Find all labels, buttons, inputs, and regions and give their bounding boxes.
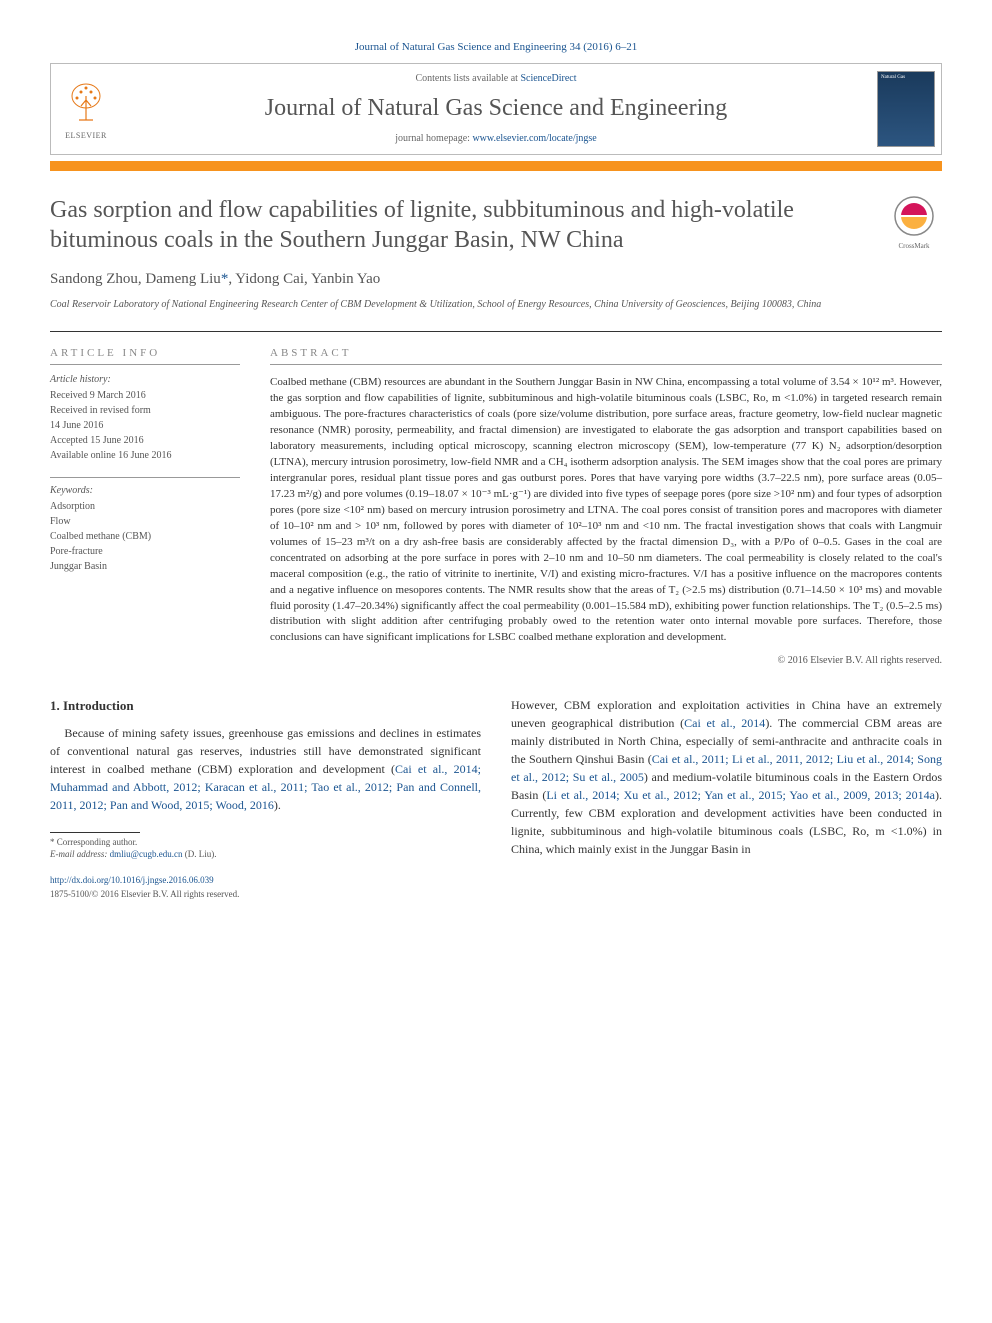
keywords-label: Keywords:: [50, 477, 240, 498]
body-left-column: 1. Introduction Because of mining safety…: [50, 696, 481, 901]
journal-cover-thumbnail[interactable]: Natural Gas: [871, 64, 941, 154]
contents-available: Contents lists available at ScienceDirec…: [131, 72, 861, 86]
copyright: © 2016 Elsevier B.V. All rights reserved…: [270, 654, 942, 668]
history-received: Received 9 March 2016: [50, 389, 240, 403]
abstract-block: ABSTRACT Coalbed methane (CBM) resources…: [270, 346, 942, 668]
corresponding-footnote: * Corresponding author.: [50, 837, 481, 849]
article-info-heading: ARTICLE INFO: [50, 346, 240, 365]
top-citation: Journal of Natural Gas Science and Engin…: [50, 40, 942, 55]
keyword: Coalbed methane (CBM): [50, 530, 240, 544]
crossmark-label: CrossMark: [886, 242, 942, 252]
footnote-separator: [50, 832, 140, 833]
keyword: Adsorption: [50, 500, 240, 514]
keyword: Junggar Basin: [50, 560, 240, 574]
journal-name: Journal of Natural Gas Science and Engin…: [131, 92, 861, 126]
elsevier-logo[interactable]: ELSEVIER: [51, 64, 121, 154]
history-accepted: Accepted 15 June 2016: [50, 434, 240, 448]
article-title: Gas sorption and flow capabilities of li…: [50, 195, 874, 255]
history-label: Article history:: [50, 373, 240, 387]
homepage-link[interactable]: www.elsevier.com/locate/jngse: [472, 133, 596, 144]
keyword: Pore-fracture: [50, 545, 240, 559]
affiliation: Coal Reservoir Laboratory of National En…: [50, 298, 942, 311]
keyword: Flow: [50, 515, 240, 529]
issn-copyright: 1875-5100/© 2016 Elsevier B.V. All right…: [50, 888, 481, 902]
history-revised-line1: Received in revised form: [50, 404, 240, 418]
journal-homepage: journal homepage: www.elsevier.com/locat…: [131, 132, 861, 146]
abstract-text: Coalbed methane (CBM) resources are abun…: [270, 375, 942, 646]
elsevier-tree-icon: [61, 78, 111, 128]
crossmark-icon: [893, 195, 935, 237]
intro-paragraph-left: Because of mining safety issues, greenho…: [50, 724, 481, 814]
body-right-column: However, CBM exploration and exploitatio…: [511, 696, 942, 901]
email-footnote: E-mail address: dmliu@cugb.edu.cn (D. Li…: [50, 849, 481, 861]
crossmark-badge[interactable]: CrossMark: [886, 195, 942, 252]
citation-link[interactable]: Li et al., 2014; Xu et al., 2012; Yan et…: [546, 788, 935, 802]
doi-link[interactable]: http://dx.doi.org/10.1016/j.jngse.2016.0…: [50, 875, 214, 885]
intro-paragraph-right: However, CBM exploration and exploitatio…: [511, 696, 942, 858]
history-revised-line2: 14 June 2016: [50, 419, 240, 433]
article-info-block: ARTICLE INFO Article history: Received 9…: [50, 346, 240, 668]
abstract-heading: ABSTRACT: [270, 346, 942, 365]
sciencedirect-link[interactable]: ScienceDirect: [520, 73, 576, 84]
section-heading: 1. Introduction: [50, 696, 481, 716]
authors: Sandong Zhou, Dameng Liu*, Yidong Cai, Y…: [50, 269, 942, 290]
accent-bar: [50, 161, 942, 171]
journal-header: ELSEVIER Contents lists available at Sci…: [50, 63, 942, 155]
email-link[interactable]: dmliu@cugb.edu.cn: [110, 849, 183, 859]
citation-link[interactable]: Cai et al., 2014: [684, 716, 765, 730]
publisher-name: ELSEVIER: [65, 130, 107, 141]
history-online: Available online 16 June 2016: [50, 449, 240, 463]
